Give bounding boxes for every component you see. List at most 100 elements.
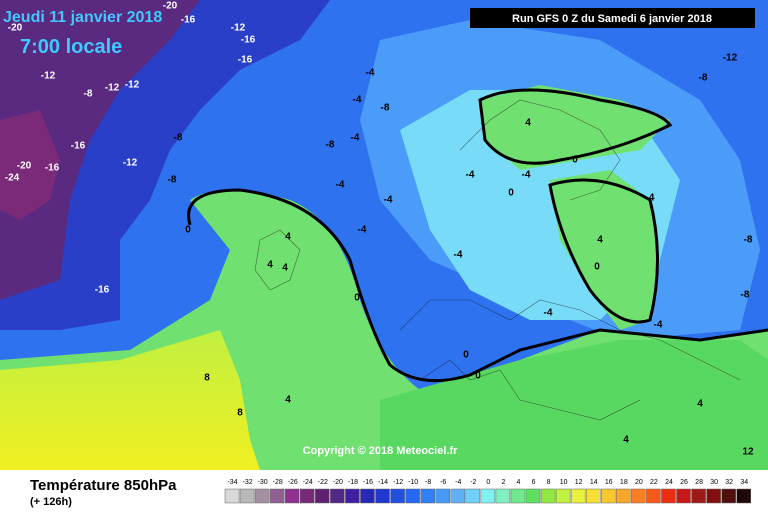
contour-label: 0 [463, 350, 469, 361]
contour-label: -4 [654, 320, 663, 331]
contour-label: -24 [5, 173, 20, 184]
contour-label: -16 [181, 15, 196, 26]
legend-swatch [631, 488, 646, 504]
legend-swatch [284, 488, 300, 504]
very-cold-region [0, 0, 200, 300]
legend-label: -16 [363, 479, 373, 486]
contour-label: -4 [384, 195, 393, 206]
legend-label: -12 [393, 479, 403, 486]
contour-label: -12 [123, 158, 138, 169]
legend-label: -34 [227, 479, 237, 486]
legend-label: 10 [560, 479, 568, 486]
contour-label: -8 [84, 89, 93, 100]
contour-label: 4 [285, 232, 291, 243]
legend-label: 0 [486, 479, 490, 486]
legend-swatch [570, 488, 586, 504]
legend-swatch [661, 488, 676, 504]
contour-label: -12 [231, 23, 246, 34]
contour-label: -16 [95, 285, 110, 296]
run-box [470, 8, 755, 28]
legend-label: -28 [273, 479, 283, 486]
legend-label: -22 [318, 479, 328, 486]
contour-label: -8 [381, 103, 390, 114]
contour-label: -12 [105, 83, 120, 94]
contour-label: -8 [326, 140, 335, 151]
legend-label: 16 [605, 479, 613, 486]
coastline [254, 229, 301, 291]
legend-label: 32 [725, 479, 733, 486]
legend-swatch [375, 488, 390, 504]
valid-date: Jeudi 11 janvier 2018 [3, 9, 162, 26]
legend-label: -32 [243, 479, 253, 486]
legend-label: -14 [378, 479, 388, 486]
contour-label: -16 [241, 35, 256, 46]
contour-label: -16 [45, 163, 60, 174]
contour-label: -4 [358, 225, 367, 236]
legend-swatch [495, 488, 511, 504]
legend-swatch [405, 488, 420, 504]
contour-label: -4 [544, 308, 553, 319]
contour-label: 0 [354, 293, 360, 304]
legend-label: -8 [425, 479, 431, 486]
legend-label: 24 [665, 479, 673, 486]
legend-label: -2 [470, 479, 476, 486]
legend-swatch [435, 488, 451, 504]
contour-label: 4 [697, 399, 703, 410]
contour-label: -20 [17, 161, 32, 172]
contour-label: 4 [267, 260, 273, 271]
valid-time: 7:00 locale [20, 36, 122, 58]
legend-swatch [420, 488, 435, 504]
contour-label: -4 [466, 170, 475, 181]
contour [478, 88, 673, 165]
contour-label: 0 [185, 225, 191, 236]
legend-swatch [646, 488, 661, 504]
contour-label: -20 [8, 23, 23, 34]
contour-label: -8 [741, 290, 750, 301]
legend-swatch [224, 488, 240, 504]
contour-label: -8 [744, 235, 753, 246]
legend-label: -10 [408, 479, 418, 486]
legend-label: 22 [650, 479, 658, 486]
legend-label: 30 [710, 479, 718, 486]
legend-swatch [721, 488, 736, 504]
legend-swatch [540, 488, 556, 504]
coastline [399, 299, 741, 381]
legend-swatch [555, 488, 571, 504]
contour-label: -8 [168, 175, 177, 186]
contour-label: -4 [522, 170, 531, 181]
contour-label: -20 [163, 1, 178, 12]
legend-swatch [300, 488, 315, 504]
map-labels: -20-16-20 -12-16-16-12-8-12 -12-8-16-12-20… [5, 1, 754, 458]
zero-isotherm [187, 88, 768, 383]
polar-region [0, 110, 60, 220]
coastline [459, 99, 621, 201]
legend-label: 26 [680, 479, 688, 486]
legend-label: 18 [620, 479, 628, 486]
legend-label: 20 [635, 479, 643, 486]
legend-swatch [525, 488, 541, 504]
legend-swatch [706, 488, 721, 504]
contour-label: 8 [237, 408, 243, 419]
contour-label: 0 [572, 155, 578, 166]
legend-label: -24 [303, 479, 313, 486]
legend-swatch [691, 488, 706, 504]
legend-label: 14 [590, 479, 598, 486]
legend-swatch [239, 488, 255, 504]
legend-swatch [480, 488, 496, 504]
contour-label: -4 [646, 193, 655, 204]
contour-label: 0 [508, 188, 514, 199]
copyright: Copyright © 2018 Meteociel.fr [303, 445, 459, 457]
legend-swatch [360, 488, 375, 504]
legend-label: 12 [575, 479, 583, 486]
scandinavia-region [480, 85, 670, 170]
legend-label: -18 [348, 479, 358, 486]
contour-label: -4 [351, 133, 360, 144]
legend-label: 4 [517, 479, 521, 486]
legend-label: 28 [695, 479, 703, 486]
legend-swatch [616, 488, 631, 504]
contour-label: -12 [41, 71, 56, 82]
coastlines [254, 99, 741, 421]
lead-time: (+ 126h) [30, 496, 72, 508]
legend-label: -26 [288, 479, 298, 486]
contour-label: 12 [742, 447, 754, 458]
